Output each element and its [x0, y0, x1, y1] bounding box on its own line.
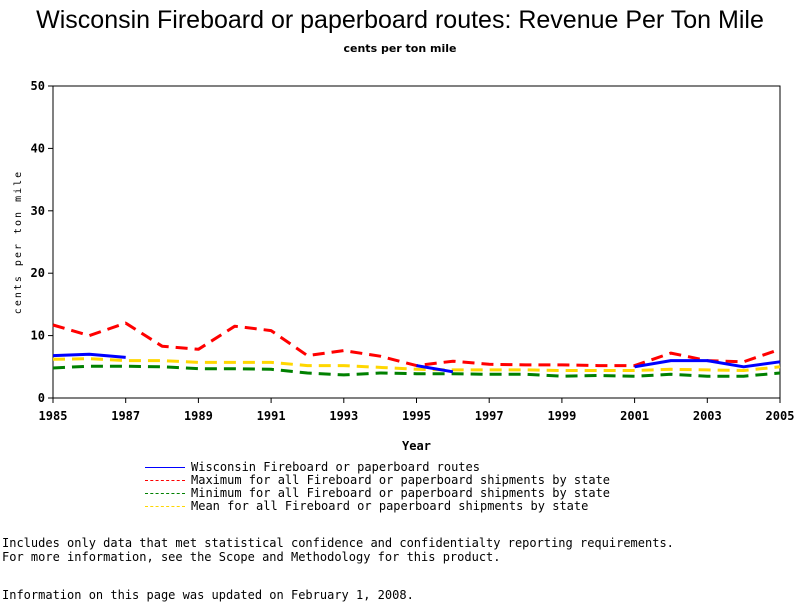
x-tick-label: 2003 — [693, 409, 722, 423]
update-notice: Information on this page was updated on … — [2, 588, 414, 602]
y-tick-label: 50 — [31, 79, 45, 93]
series-line-3 — [52, 357, 781, 372]
legend-label: Minimum for all Fireboard or paperboard … — [191, 486, 611, 500]
x-tick-label: 1999 — [547, 409, 576, 423]
legend-label: Wisconsin Fireboard or paperboard routes — [191, 460, 480, 474]
legend-swatch — [145, 493, 185, 494]
legend-item: Maximum for all Fireboard or paperboard … — [145, 474, 610, 487]
x-tick-label: 2001 — [620, 409, 649, 423]
chart-canvas: 0 10 20 30 40 50 1985 1987 1989 1991 1993 1995 1997 1… — [13, 79, 795, 453]
legend-item: Minimum for all Fireboard or paperboard … — [145, 487, 610, 500]
x-tick-label: 1991 — [257, 409, 286, 423]
legend-label: Mean for all Fireboard or paperboard shi… — [191, 499, 589, 513]
x-tick-label: 1995 — [402, 409, 431, 423]
y-tick-label: 0 — [38, 391, 45, 405]
legend-item: Wisconsin Fireboard or paperboard routes — [145, 461, 610, 474]
y-tick-label: 30 — [31, 204, 45, 218]
legend-swatch — [145, 506, 185, 507]
x-tick-label: 1997 — [475, 409, 504, 423]
x-axis-label: Year — [402, 439, 431, 453]
plot-frame — [52, 85, 781, 399]
legend-swatch — [145, 467, 185, 468]
x-tick-label: 1993 — [329, 409, 358, 423]
x-tick-label: 1987 — [111, 409, 140, 423]
x-tick-label: 2005 — [766, 409, 795, 423]
x-tick-label: 1989 — [184, 409, 213, 423]
legend-item: Mean for all Fireboard or paperboard shi… — [145, 500, 610, 513]
y-tick-label: 20 — [31, 266, 45, 280]
legend-swatch — [145, 480, 185, 481]
chart-title: Wisconsin Fireboard or paperboard routes… — [36, 6, 764, 34]
chart-subtitle: cents per ton mile — [343, 42, 457, 55]
x-tick-label: 1985 — [39, 409, 68, 423]
footnote-methodology: For more information, see the Scope and … — [2, 550, 501, 564]
legend-label: Maximum for all Fireboard or paperboard … — [191, 473, 611, 487]
series-line-0 — [52, 352, 781, 374]
y-tick-label: 40 — [31, 141, 45, 155]
y-axis-label: cents per ton mile — [13, 170, 24, 314]
y-tick-label: 10 — [31, 329, 45, 343]
footnote-confidence: Includes only data that met statistical … — [2, 536, 674, 550]
series-line-2 — [52, 364, 781, 378]
chart-legend: Wisconsin Fireboard or paperboard routes… — [145, 461, 610, 513]
footnotes: Includes only data that met statistical … — [2, 536, 674, 564]
